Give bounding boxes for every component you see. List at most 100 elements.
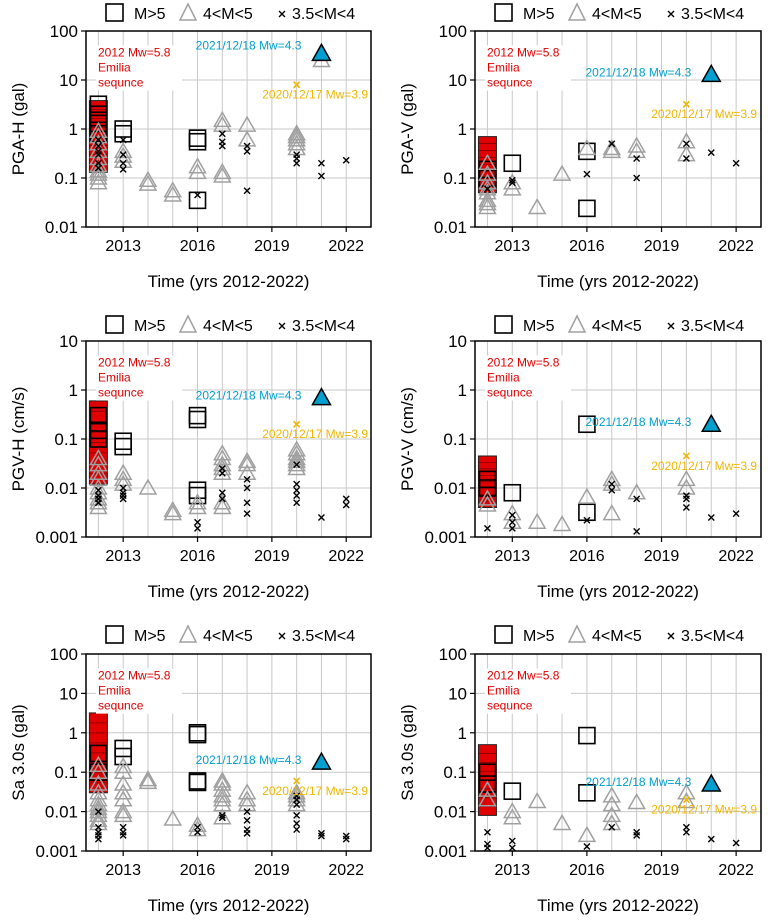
- cross-marker: [293, 461, 301, 469]
- cross-marker: [508, 524, 516, 532]
- legend-square-label: M>5: [523, 628, 555, 645]
- triangle-marker: [287, 458, 306, 476]
- triangle-marker: [602, 786, 622, 803]
- y-tick-label: 0.1: [54, 430, 78, 449]
- triangle-marker: [138, 478, 158, 495]
- triangle-marker: [237, 790, 257, 807]
- y-tick-label: 100: [50, 22, 78, 41]
- emilia-label-bg: [96, 385, 182, 401]
- triangle-marker: [89, 790, 108, 807]
- triangle-marker: [113, 756, 133, 774]
- emilia-annotation-line: Emilia: [487, 370, 520, 384]
- cross-marker: [707, 514, 715, 521]
- cross-marker: [508, 511, 516, 519]
- cross-marker: [119, 495, 127, 503]
- emilia-annotation-line: 2012 Mw=5.8: [487, 45, 560, 59]
- cross-marker: [583, 516, 591, 524]
- cross-marker: [483, 185, 491, 193]
- triangle-marker: [213, 162, 232, 180]
- y-tick-label: 100: [439, 22, 467, 41]
- y-tick-label: 0.1: [443, 169, 467, 188]
- emilia-label-bg: [96, 75, 182, 91]
- triangle-marker: [89, 762, 108, 779]
- x-tick-label: 2019: [254, 548, 290, 565]
- cross-marker: [119, 489, 127, 497]
- emilia-annotation-line: Emilia: [98, 60, 131, 74]
- cross-marker: [707, 835, 715, 843]
- triangle-marker: [213, 463, 232, 480]
- legend-square-label: M>5: [523, 318, 555, 335]
- legend-square-icon: [105, 625, 124, 644]
- y-tick-label: 0.01: [434, 218, 467, 237]
- y-tick-label: 0.01: [45, 218, 78, 237]
- cross-marker: [218, 130, 226, 138]
- triangle-marker: [163, 809, 183, 826]
- cross-marker: [218, 489, 226, 497]
- y-axis-label: PGA-H (gal): [9, 83, 28, 176]
- cross-marker: [243, 816, 251, 824]
- triangle-marker: [113, 783, 133, 800]
- event-2021-marker: [311, 387, 332, 406]
- triangle-marker: [287, 127, 306, 144]
- triangle-marker: [89, 493, 108, 510]
- triangle-marker: [113, 146, 133, 163]
- emilia-label-bg: [96, 668, 182, 684]
- triangle-marker: [478, 194, 497, 211]
- triangle-marker: [89, 755, 108, 773]
- emilia-label-bg: [485, 698, 571, 714]
- y-tick-label: 1: [69, 381, 78, 400]
- legend-triangle-label: 4<M<5: [203, 628, 253, 645]
- square-marker: [503, 782, 522, 800]
- square-marker: [89, 114, 108, 133]
- triangle-marker: [478, 153, 497, 170]
- emilia-annotation-line: 2012 Mw=5.8: [487, 355, 560, 369]
- cross-marker: [608, 480, 616, 488]
- cross-marker: [608, 823, 616, 831]
- square-marker: [188, 486, 207, 505]
- legend-cross-label: 3.5<M<4: [292, 628, 355, 645]
- y-tick-label: 0.01: [45, 479, 78, 498]
- triangle-marker: [89, 164, 108, 181]
- x-tick-label: 2013: [105, 238, 141, 255]
- emilia-label-bg: [96, 355, 182, 371]
- cross-marker: [243, 499, 251, 507]
- emilia-annotation-line: sequnce: [487, 75, 533, 89]
- event-2021-label: 2021/12/18 Mw=4.3: [586, 775, 692, 789]
- cross-marker: [682, 140, 690, 148]
- cross-marker: [682, 828, 690, 836]
- legend-triangle-icon: [178, 314, 198, 333]
- cross-marker: [508, 837, 516, 845]
- emilia-annotation-line: sequnce: [98, 699, 144, 713]
- triangle-marker: [287, 790, 306, 807]
- cross-marker: [119, 136, 127, 144]
- square-marker: [578, 199, 596, 218]
- x-axis-label: Time (yrs 2012-2022): [537, 582, 699, 601]
- cross-marker: [94, 835, 102, 843]
- legend-triangle-label: 4<M<5: [592, 6, 642, 23]
- triangle-marker: [602, 141, 622, 159]
- emilia-label-bg: [96, 370, 182, 386]
- x-axis-label: Time (yrs 2012-2022): [148, 582, 310, 601]
- y-tick-label: 1: [458, 724, 467, 743]
- square-marker: [89, 406, 108, 425]
- emilia-label-bg: [485, 385, 571, 401]
- triangle-marker: [602, 813, 622, 831]
- chart-panel-pgv-h: 0.001 0.01 0.1 1 10 2013 2016 2019 2022 PGV-H (cm…: [9, 314, 372, 601]
- cross-marker: [342, 501, 350, 509]
- triangle-marker: [89, 173, 108, 190]
- triangle-marker: [163, 504, 183, 521]
- cross-marker: [94, 164, 102, 172]
- y-tick-label: 10: [448, 684, 467, 703]
- x-tick-label: 2022: [328, 862, 364, 879]
- cross-marker: [583, 170, 591, 178]
- triangle-marker: [188, 162, 207, 180]
- cross-marker: [483, 524, 491, 532]
- cross-marker: [243, 510, 251, 518]
- plot-frame: [474, 653, 762, 852]
- cross-marker: [608, 140, 616, 148]
- triangle-marker: [627, 136, 646, 153]
- triangle-marker: [677, 469, 696, 487]
- cross-marker: [119, 831, 127, 839]
- cross-marker: [293, 801, 301, 809]
